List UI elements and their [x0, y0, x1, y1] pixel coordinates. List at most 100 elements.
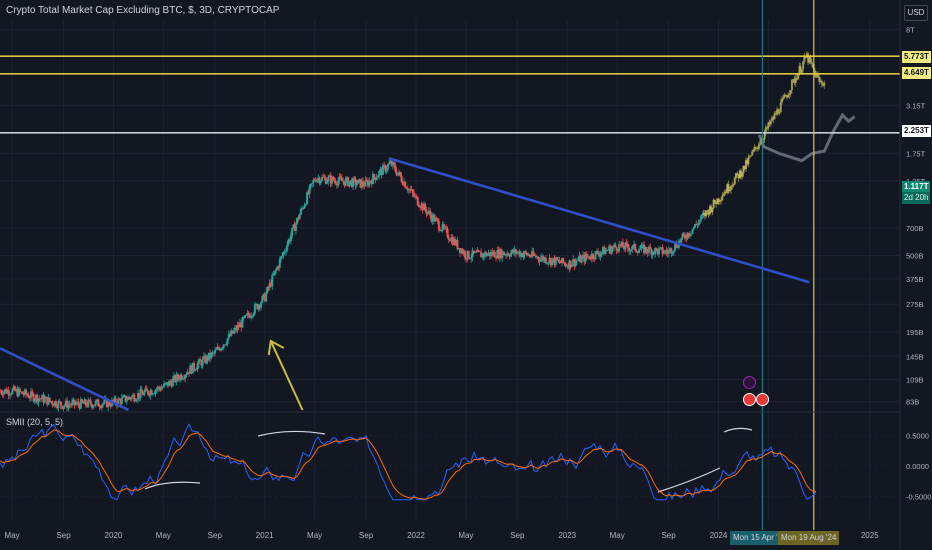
price-candle-body [670, 248, 673, 254]
price-tick-label: 1.75T [906, 149, 926, 158]
price-candle-body [408, 189, 411, 191]
price-candle-body [690, 233, 693, 235]
price-candle-body [265, 293, 268, 302]
price-candle-body [105, 398, 108, 408]
price-candle-body [170, 382, 173, 387]
price-candle-body [798, 66, 801, 74]
price-candle-body [251, 315, 254, 317]
price-candle-body [723, 191, 726, 195]
us-flag-event-icon[interactable] [756, 393, 769, 406]
overlay-series [757, 112, 856, 163]
price-candle-body [94, 401, 97, 406]
price-candle-body [455, 240, 458, 246]
currency-button[interactable]: USD [904, 5, 928, 21]
price-candle-body [819, 81, 822, 82]
price-candle-body [468, 258, 471, 260]
price-candle-body [379, 168, 382, 172]
price-candle-body [675, 243, 678, 248]
price-candle-body [72, 399, 75, 402]
price-candle-body [645, 246, 648, 252]
price-candle-body [144, 388, 147, 392]
price-candle-body [388, 163, 391, 165]
price-candle-body [297, 217, 300, 220]
price-candle-body [582, 254, 585, 257]
price-candle-body [599, 253, 602, 257]
price-candle-body [143, 391, 146, 396]
price-candle-body [391, 162, 394, 166]
price-candle-body [746, 160, 749, 165]
price-candle-body [506, 253, 509, 256]
price-candle-body [374, 177, 377, 180]
price-candle-body [573, 259, 576, 267]
price-candle-body [555, 257, 558, 261]
price-candle-body [711, 207, 714, 213]
price-candle-body [417, 205, 420, 207]
price-candle-body [135, 399, 138, 401]
price-candle-body [466, 250, 469, 260]
arrow-shaft [269, 340, 304, 411]
price-candle-body [640, 245, 643, 249]
price-candle-body [289, 235, 292, 242]
price-candle-body [631, 245, 634, 250]
price-candle-body [7, 390, 10, 396]
price-candle-body [546, 262, 549, 264]
price-candle-body [66, 400, 69, 409]
price-candle-body [442, 224, 445, 228]
price-candle-body [815, 74, 818, 78]
price-candle-body [357, 179, 360, 184]
price-candle-body [473, 251, 476, 254]
price-candle-body [482, 253, 485, 257]
price-candle-body [768, 122, 771, 125]
smii-line [0, 423, 817, 501]
price-tick-label: 109B [906, 376, 924, 385]
price-candle-body [266, 286, 269, 294]
trendline-early [0, 347, 130, 412]
indicator-tick-label: -0.5000 [906, 493, 931, 502]
indicator-tick-label: 0.0000 [906, 462, 929, 471]
price-candle-body [370, 181, 373, 184]
price-candle-body [818, 77, 821, 82]
price-candle-body [584, 254, 587, 262]
price-candle-body [242, 317, 245, 319]
price-candle-body [37, 398, 40, 403]
price-candle-body [92, 406, 95, 408]
price-candle-body [432, 214, 435, 222]
price-candle-body [317, 177, 320, 180]
lightning-event-icon[interactable] [743, 376, 756, 389]
price-candle-body [272, 274, 275, 276]
price-candle-body [600, 252, 603, 254]
price-candle-body [133, 394, 136, 402]
price-candle-body [701, 214, 704, 216]
time-tick-label: Sep [661, 531, 676, 540]
price-candle-body [395, 171, 398, 176]
time-tick-label: May [5, 531, 20, 540]
price-candle-body [44, 396, 47, 399]
price-candle-body [396, 173, 399, 176]
price-candle-body [271, 275, 274, 287]
price-candle-body [10, 393, 13, 395]
price-candle-body [182, 378, 185, 380]
price-candle-body [606, 250, 609, 251]
us-flag-event-icon[interactable] [743, 393, 756, 406]
price-candle-body [652, 251, 655, 254]
price-candle-body [176, 374, 179, 379]
price-candle-body [676, 247, 679, 249]
price-candle-body [38, 398, 41, 400]
price-candle-body [42, 395, 45, 403]
price-candle-body [49, 401, 52, 402]
price-candle-body [441, 224, 444, 231]
price-candle-body [32, 393, 35, 402]
price-candle-body [5, 389, 8, 394]
price-candle-body [691, 229, 694, 234]
price-candle-body [164, 383, 167, 385]
price-candle-body [340, 177, 343, 181]
price-candle-body [2, 391, 5, 395]
price-candle-body [730, 185, 733, 190]
price-candle-body [512, 249, 515, 254]
price-candle-body [747, 157, 750, 165]
price-candle-body [122, 396, 125, 398]
price-candle-body [63, 405, 66, 407]
price-candle-body [707, 211, 710, 215]
price-candle-body [373, 174, 376, 178]
